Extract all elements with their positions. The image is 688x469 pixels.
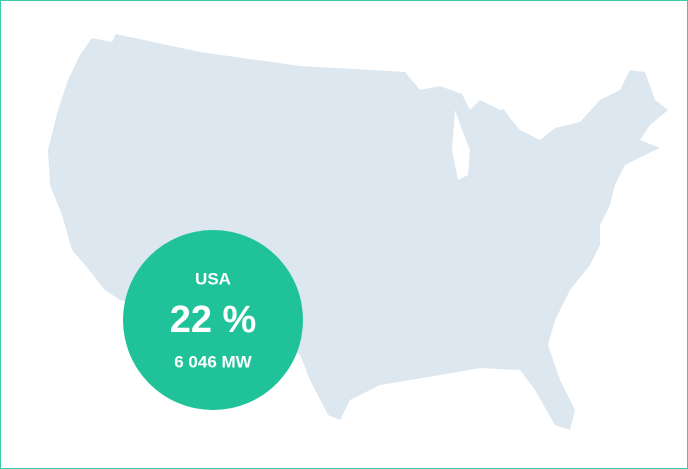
region-share: 22 % [170, 299, 257, 341]
region-capacity: 6 046 MW [174, 352, 252, 371]
usa-map [48, 34, 668, 430]
great-lakes [452, 92, 520, 180]
region-badge [123, 230, 303, 410]
region-label: USA [195, 269, 231, 288]
